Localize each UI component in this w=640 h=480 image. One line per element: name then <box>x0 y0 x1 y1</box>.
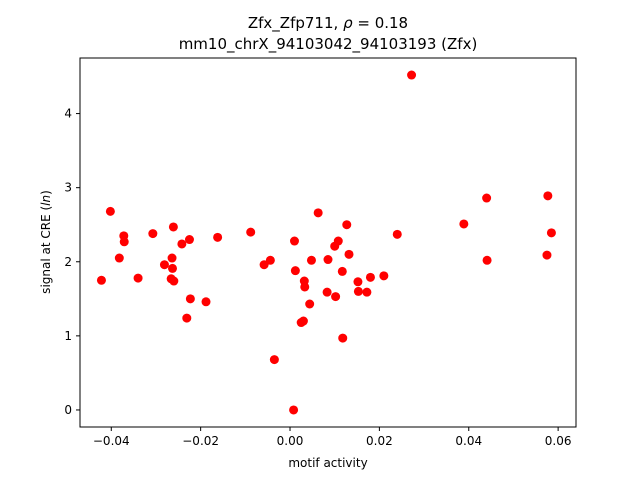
x-axis-label: motif activity <box>288 456 367 470</box>
data-point-51 <box>483 256 492 265</box>
data-point-12 <box>169 277 178 286</box>
data-point-42 <box>353 277 362 286</box>
data-point-0 <box>97 276 106 285</box>
data-point-27 <box>299 317 308 326</box>
y-axis-ticks: 0 1 2 3 4 <box>64 107 80 417</box>
data-point-40 <box>342 220 351 229</box>
data-point-17 <box>202 297 211 306</box>
data-point-7 <box>160 260 169 269</box>
data-point-49 <box>459 219 468 228</box>
data-point-18 <box>213 233 222 242</box>
data-point-14 <box>182 314 191 323</box>
data-point-9 <box>168 254 177 263</box>
data-point-46 <box>379 271 388 280</box>
x-tick-label: −0.04 <box>93 434 130 448</box>
data-point-6 <box>148 229 157 238</box>
data-point-16 <box>186 294 195 303</box>
x-tick-label: 0.02 <box>366 434 393 448</box>
data-point-23 <box>289 405 298 414</box>
data-point-33 <box>323 288 332 297</box>
y-label-suffix: ) <box>39 190 53 195</box>
data-point-15 <box>185 235 194 244</box>
title-rho-symbol: ρ <box>343 14 353 32</box>
data-point-44 <box>362 288 371 297</box>
title-rho-value: = 0.18 <box>353 14 409 32</box>
data-point-36 <box>331 292 340 301</box>
y-tick-label: 2 <box>64 255 72 269</box>
y-axis-label: signal at CRE (ln) <box>39 190 53 294</box>
data-point-54 <box>547 228 556 237</box>
data-point-31 <box>307 256 316 265</box>
data-point-45 <box>366 273 375 282</box>
data-point-41 <box>345 250 354 259</box>
data-point-38 <box>338 267 347 276</box>
data-point-5 <box>134 274 143 283</box>
data-point-21 <box>266 256 275 265</box>
x-tick-label: 0.04 <box>455 434 482 448</box>
data-point-4 <box>120 237 129 246</box>
data-point-52 <box>542 251 551 260</box>
y-label-prefix: signal at CRE ( <box>39 206 53 294</box>
data-point-47 <box>393 230 402 239</box>
x-axis-ticks: −0.04 −0.02 0.00 0.02 0.04 0.06 <box>93 427 572 448</box>
data-point-24 <box>290 237 299 246</box>
data-point-1 <box>106 207 115 216</box>
data-point-50 <box>482 194 491 203</box>
y-tick-label: 3 <box>64 181 72 195</box>
x-tick-label: 0.06 <box>545 434 572 448</box>
y-tick-label: 4 <box>64 107 72 121</box>
title-prefix: Zfx_Zfp711, <box>248 14 343 33</box>
data-point-10 <box>168 264 177 273</box>
data-point-29 <box>300 282 309 291</box>
data-point-48 <box>407 71 416 80</box>
y-tick-label: 1 <box>64 329 72 343</box>
data-point-25 <box>291 266 300 275</box>
data-point-13 <box>177 239 186 248</box>
data-point-34 <box>324 255 333 264</box>
data-point-11 <box>169 222 178 231</box>
data-point-30 <box>305 300 314 309</box>
chart-title-line1: Zfx_Zfp711, ρ = 0.18 <box>248 14 408 33</box>
data-point-43 <box>354 287 363 296</box>
chart-title-line2: mm10_chrX_94103042_94103193 (Zfx) <box>179 35 478 54</box>
plot-frame <box>80 58 576 427</box>
data-point-53 <box>543 191 552 200</box>
y-tick-label: 0 <box>64 403 72 417</box>
data-point-32 <box>314 208 323 217</box>
points-layer <box>97 71 556 415</box>
data-point-37 <box>334 237 343 246</box>
x-tick-label: −0.02 <box>182 434 219 448</box>
x-tick-label: 0.00 <box>277 434 304 448</box>
data-point-19 <box>246 228 255 237</box>
data-point-22 <box>270 355 279 364</box>
data-point-2 <box>115 254 124 263</box>
data-point-39 <box>338 334 347 343</box>
y-label-italic: ln <box>39 195 53 206</box>
